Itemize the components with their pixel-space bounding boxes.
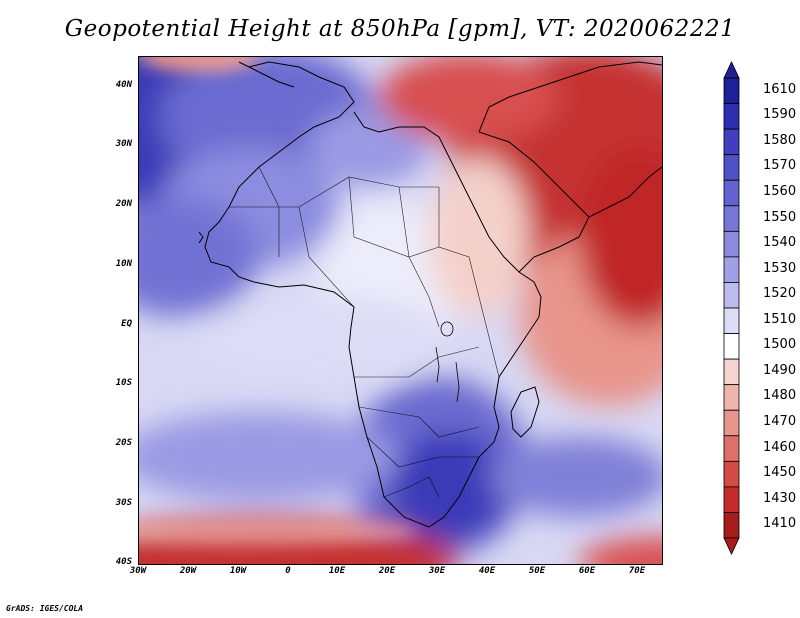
- legend-level-label: 1570: [763, 158, 797, 174]
- lat-label: 10N: [115, 259, 132, 269]
- lon-label: 30W: [129, 566, 147, 576]
- legend-level-label: 1490: [763, 362, 797, 378]
- colorbar-swatch: [723, 307, 740, 334]
- lon-label: 70E: [628, 566, 646, 576]
- colorbar-swatch: [723, 128, 740, 156]
- legend-level-label: 1480: [763, 388, 797, 404]
- lon-label: 30E: [428, 566, 446, 576]
- legend-level-label: 1520: [763, 286, 797, 302]
- colorbar-arrow-top: [723, 61, 740, 79]
- colorbar-swatch: [723, 486, 740, 513]
- colorbar-swatch: [723, 409, 740, 437]
- lon-label: 50E: [528, 566, 546, 576]
- legend-level-label: 1450: [763, 465, 797, 481]
- colorbar-swatch: [723, 358, 740, 386]
- legend-level-label: 1590: [763, 107, 797, 123]
- geopotential-field: [139, 57, 662, 564]
- legend-level-label: 1580: [763, 132, 797, 148]
- country-borders: [229, 166, 500, 498]
- colorbar-swatch: [723, 256, 740, 283]
- colorbar-swatch: [723, 77, 740, 104]
- colorbar-swatch: [723, 179, 740, 207]
- lon-label: 40E: [478, 566, 496, 576]
- lat-label: 40N: [115, 80, 132, 90]
- legend-level-label: 1550: [763, 209, 797, 225]
- colorbar-swatch: [723, 282, 740, 309]
- colorbar-swatch: [723, 230, 740, 258]
- lat-label: 30N: [115, 139, 132, 149]
- legend-level-label: 1610: [763, 81, 797, 97]
- colorbar-swatch: [723, 333, 740, 360]
- lon-label: 20W: [179, 566, 197, 576]
- credit-text: GrADS: IGES/COLA: [6, 604, 84, 613]
- color-legend: 1610 1590 1580 1570 1560 1550 1540 1530 1520 1510…: [720, 60, 800, 560]
- lon-label: 0: [285, 566, 291, 576]
- legend-level-label: 1460: [763, 439, 797, 455]
- lat-label: 20S: [115, 438, 132, 448]
- colorbar-swatch: [723, 460, 740, 488]
- colorbar-swatch: [723, 103, 740, 130]
- lat-label: 20N: [115, 199, 132, 209]
- colorbar-swatch: [723, 512, 740, 539]
- legend-level-label: 1500: [763, 337, 797, 353]
- lon-label: 10E: [328, 566, 346, 576]
- colorbar-swatch: [723, 154, 740, 181]
- legend-level-label: 1510: [763, 311, 797, 327]
- lon-label: 10W: [229, 566, 247, 576]
- lat-label: 10S: [115, 378, 132, 388]
- legend-level-label: 1430: [763, 490, 797, 506]
- lon-label: 20E: [378, 566, 396, 576]
- map-plot-area[interactable]: [138, 56, 663, 565]
- lat-label: 30S: [115, 498, 132, 508]
- legend-level-label: 1530: [763, 260, 797, 276]
- legend-level-label: 1560: [763, 184, 797, 199]
- chart-title: Geopotential Height at 850hPa [gpm], VT:…: [64, 16, 736, 42]
- colorbar-swatch: [723, 435, 740, 462]
- colorbar-arrow-bottom: [723, 537, 740, 555]
- legend-level-label: 1410: [763, 516, 797, 532]
- colorbar-swatch: [723, 384, 740, 411]
- legend-level-label: 1470: [763, 414, 797, 429]
- legend-level-label: 1540: [763, 235, 797, 251]
- colorbar: [723, 61, 740, 555]
- lon-label: 60E: [578, 566, 596, 576]
- lat-label: EQ: [121, 319, 132, 329]
- colorbar-swatch: [723, 205, 740, 232]
- lat-label: 40S: [115, 557, 132, 567]
- lakes: [435, 321, 460, 403]
